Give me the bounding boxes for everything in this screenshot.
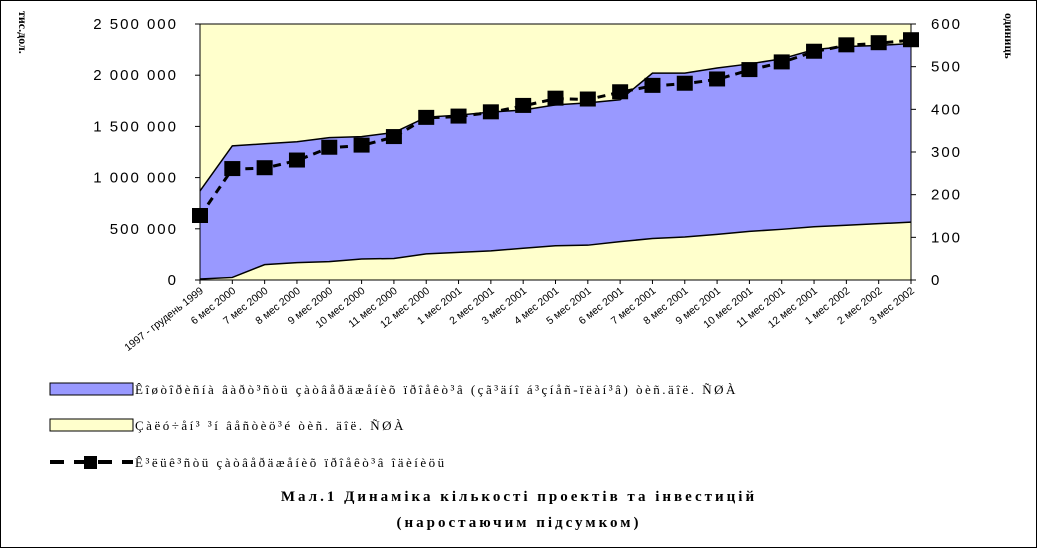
projects-marker — [321, 139, 338, 155]
projects-marker — [482, 104, 499, 120]
projects-marker — [353, 137, 370, 153]
legend-label-cost: Êîøòîðèñíà âàðò³ñòü çàòâåðäæåíèõ ïðîåêò³… — [135, 382, 738, 397]
area-series-1 — [200, 222, 911, 280]
projects-marker — [806, 43, 823, 59]
projects-marker — [515, 97, 532, 113]
projects-marker — [579, 91, 596, 107]
left-axis-title: тис.дол. — [16, 11, 30, 54]
area-series-1-outline — [199, 221, 912, 280]
projects-marker — [385, 129, 402, 145]
projects-marker — [224, 161, 241, 177]
left-tick-label: 1 500 000 — [93, 118, 178, 135]
legend-swatch-investments — [49, 418, 134, 432]
projects-marker — [709, 71, 726, 87]
legend-swatch-cost — [49, 382, 134, 396]
projects-marker — [741, 62, 758, 78]
projects-marker — [612, 84, 629, 100]
right-tick-label: 200 — [931, 187, 962, 204]
caption-subtitle: (наростаючим підсумком) — [397, 515, 642, 531]
right-tick-label: 600 — [931, 16, 962, 33]
left-tick-label: 2 000 000 — [93, 67, 178, 84]
right-tick-label: 100 — [931, 229, 962, 246]
projects-marker — [838, 37, 855, 53]
legend-swatch-projects — [50, 456, 133, 469]
legend-label-projects: Ê³ëüê³ñòü çàòâåðäæåíèõ ïðîåêò³â îäèíèöü — [135, 455, 447, 470]
right-tick-label: 300 — [931, 144, 962, 161]
right-axis-title: одиниць — [1002, 13, 1016, 59]
caption-title: Мал.1 Динаміка кількості проектів та інв… — [281, 489, 757, 505]
area-series-0 — [200, 43, 911, 281]
right-tick-label: 400 — [931, 101, 962, 118]
left-tick-label: 0 — [168, 272, 178, 289]
left-tick-label: 2 500 000 — [93, 16, 178, 33]
right-tick-label: 0 — [931, 272, 941, 289]
projects-marker — [450, 108, 467, 124]
left-tick-label: 1 000 000 — [93, 170, 178, 187]
projects-marker — [870, 35, 887, 51]
right-tick-label: 500 — [931, 59, 962, 76]
left-tick-label: 500 000 — [110, 221, 178, 238]
projects-marker — [256, 160, 273, 176]
projects-marker — [547, 90, 564, 106]
projects-marker — [288, 152, 305, 168]
projects-marker — [676, 75, 693, 91]
legend-label-investments: Çàëó÷åí³ ³í âåñòèö³é òèñ. äîë. ÑØÀ — [135, 418, 406, 433]
projects-line — [198, 38, 912, 217]
projects-marker — [418, 109, 435, 125]
projects-marker — [644, 77, 661, 93]
projects-marker — [773, 54, 790, 70]
